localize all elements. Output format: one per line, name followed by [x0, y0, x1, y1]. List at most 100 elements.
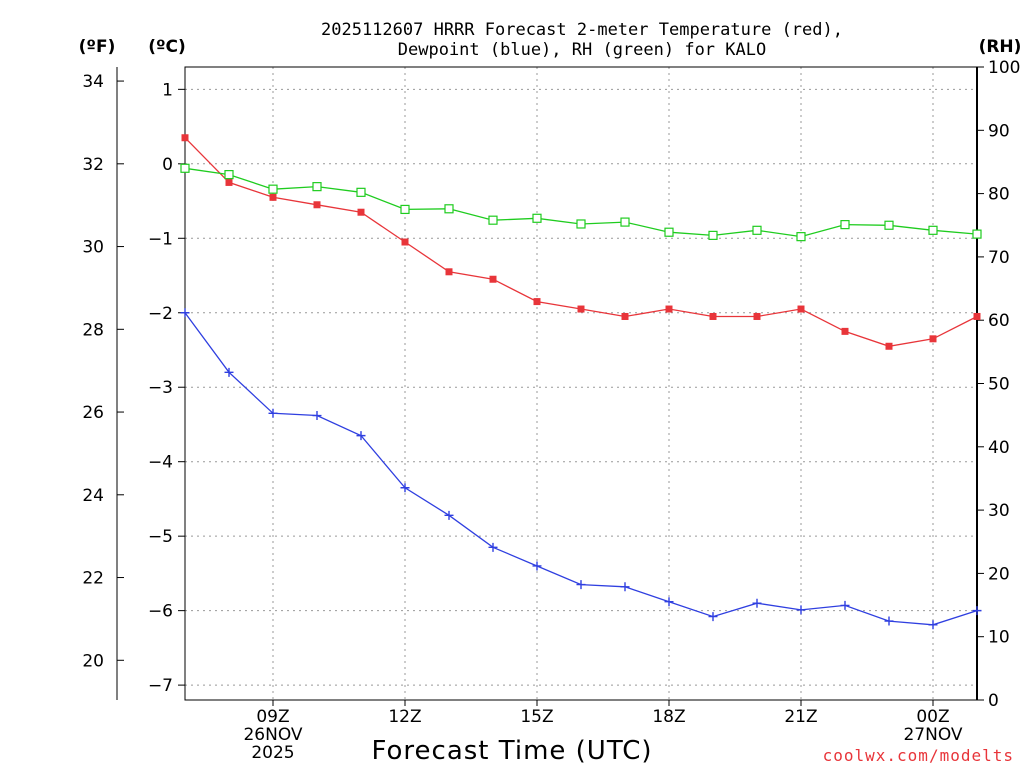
time-tick-label: 12Z [388, 707, 421, 727]
fahrenheit-tick-label: 30 [82, 238, 104, 258]
rh-point [664, 227, 674, 237]
rh-tick-label: 70 [988, 248, 1010, 268]
celsius-unit-label: (ºC) [148, 37, 186, 57]
celsius-tick-label: −4 [148, 453, 173, 473]
time-tick-label: 26NOV [243, 725, 302, 745]
temperature-point [445, 268, 453, 276]
dewpoint-point [840, 600, 850, 610]
fahrenheit-tick-label: 28 [82, 320, 104, 340]
rh-unit-label: (RH) [979, 37, 1022, 57]
axis-ticks: 10−1−2−3−4−5−6−7343230282624222001020304… [82, 58, 1020, 763]
fahrenheit-tick-label: 26 [82, 403, 104, 423]
grid-lines [185, 67, 977, 700]
rh-tick-label: 90 [988, 121, 1010, 141]
rh-tick-label: 40 [988, 438, 1010, 458]
rh-tick-label: 60 [988, 311, 1010, 331]
temperature-point [841, 327, 849, 335]
rh-tick-label: 10 [988, 628, 1010, 648]
source-credit[interactable]: coolwx.com/modelts [823, 746, 1014, 765]
temperature-point [181, 134, 189, 142]
rh-tick-label: 30 [988, 501, 1010, 521]
chart-title-line1: 2025112607 HRRR Forecast 2-meter Tempera… [321, 20, 843, 40]
temperature-point [269, 193, 277, 201]
fahrenheit-tick-label: 22 [82, 569, 104, 589]
data-series [180, 134, 982, 630]
dewpoint-point [268, 408, 278, 418]
celsius-tick-label: 1 [162, 80, 173, 100]
rh-point [972, 229, 982, 239]
rh-point [796, 232, 806, 242]
celsius-tick-label: −2 [148, 304, 173, 324]
temperature-point [489, 275, 497, 283]
time-tick-label: 00Z [916, 707, 949, 727]
time-tick-label: 15Z [520, 707, 553, 727]
temperature-point [313, 201, 321, 209]
dewpoint-point [884, 616, 894, 626]
dewpoint-point [224, 367, 234, 377]
temperature-point [973, 312, 981, 320]
plot-frame [184, 66, 978, 701]
temperature-point [929, 335, 937, 343]
time-tick-label: 27NOV [903, 725, 962, 745]
rh-point [488, 215, 498, 225]
fahrenheit-unit-label: (ºF) [79, 37, 116, 57]
dewpoint-point [576, 580, 586, 590]
fahrenheit-tick-label: 20 [82, 651, 104, 671]
rh-tick-label: 0 [988, 691, 999, 711]
rh-point [224, 170, 234, 180]
time-tick-label: 09Z [256, 707, 289, 727]
dewpoint-point [664, 597, 674, 607]
rh-point [620, 217, 630, 227]
dewpoint-point [444, 510, 454, 520]
rh-tick-label: 50 [988, 375, 1010, 395]
rh-point [444, 204, 454, 214]
celsius-tick-label: −5 [148, 527, 173, 547]
dewpoint-point [796, 605, 806, 615]
rh-tick-label: 20 [988, 564, 1010, 584]
fahrenheit-tick-label: 32 [82, 155, 104, 175]
fahrenheit-tick-label: 24 [82, 486, 104, 506]
rh-point [840, 220, 850, 230]
dewpoint-point [752, 598, 762, 608]
time-tick-label: 2025 [251, 743, 294, 763]
temperature-point [885, 342, 893, 350]
dewpoint-point [356, 431, 366, 441]
dewpoint-point [972, 606, 982, 616]
temperature-point [401, 238, 409, 246]
series-rh [180, 163, 982, 242]
temperature-point [357, 208, 365, 216]
dewpoint-point [488, 542, 498, 552]
celsius-tick-label: 0 [162, 155, 173, 175]
temperature-line [184, 137, 978, 347]
temperature-point [753, 312, 761, 320]
time-tick-label: 18Z [652, 707, 685, 727]
time-tick-label: 21Z [784, 707, 817, 727]
dewpoint-point [708, 612, 718, 622]
dewpoint-point [620, 582, 630, 592]
celsius-tick-label: −3 [148, 378, 173, 398]
rh-point [180, 163, 190, 173]
rh-point [532, 213, 542, 223]
rh-point [576, 219, 586, 229]
rh-point [400, 204, 410, 215]
rh-point [312, 182, 322, 192]
temperature-point [577, 305, 585, 313]
temperature-point [709, 312, 717, 320]
rh-point [884, 220, 894, 230]
rh-point [268, 184, 278, 194]
rh-point [356, 187, 366, 197]
x-axis-title: Forecast Time (UTC) [371, 736, 652, 766]
temperature-point [621, 312, 629, 320]
dewpoint-line [184, 312, 978, 626]
series-dewpoint [180, 308, 982, 630]
dewpoint-point [180, 308, 190, 318]
rh-point [752, 225, 762, 235]
dewpoint-point [928, 620, 938, 630]
temperature-point [225, 178, 233, 186]
temperature-point [533, 298, 541, 306]
celsius-tick-label: −1 [148, 229, 173, 249]
dewpoint-point [400, 483, 410, 493]
celsius-tick-label: −7 [148, 676, 173, 696]
fahrenheit-tick-label: 34 [82, 72, 104, 92]
